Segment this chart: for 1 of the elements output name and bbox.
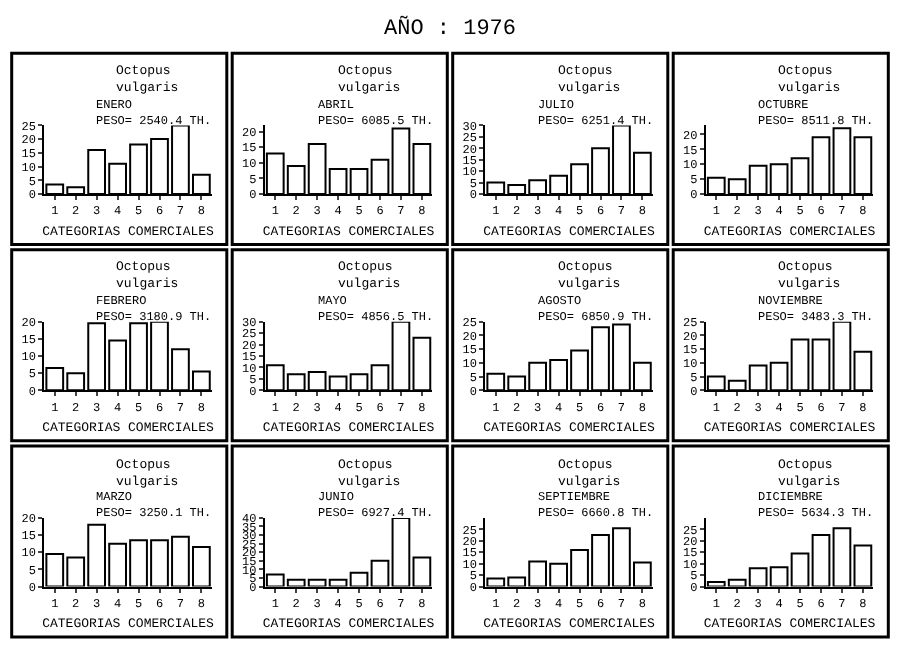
text: AÑO : 1976 xyxy=(384,14,517,42)
